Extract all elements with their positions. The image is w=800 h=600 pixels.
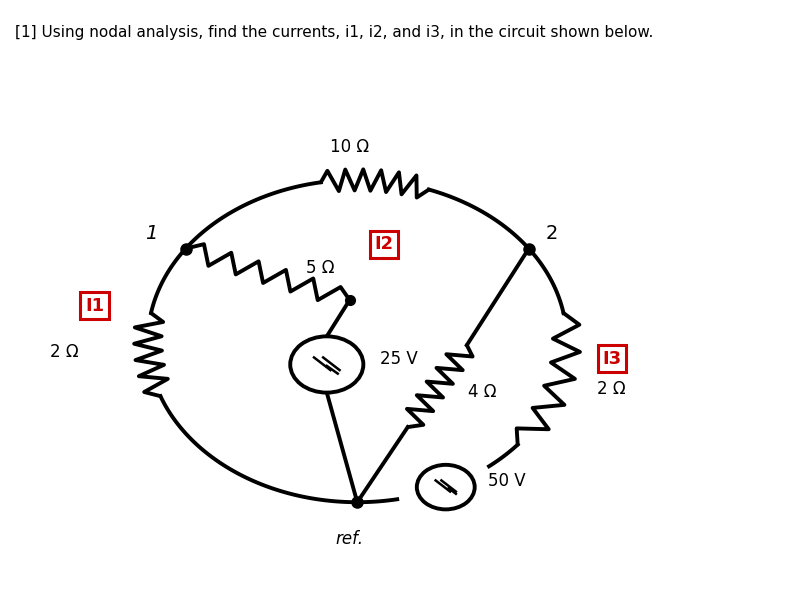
Text: 2 Ω: 2 Ω — [597, 380, 626, 398]
Text: 5 Ω: 5 Ω — [306, 259, 334, 277]
Text: 1: 1 — [146, 224, 158, 244]
Text: 25 V: 25 V — [380, 350, 418, 368]
Circle shape — [417, 465, 474, 509]
Text: ref.: ref. — [336, 530, 364, 548]
Text: 50 V: 50 V — [488, 472, 526, 490]
Text: I1: I1 — [85, 297, 104, 315]
Text: [1] Using nodal analysis, find the currents, i1, i2, and i3, in the circuit show: [1] Using nodal analysis, find the curre… — [14, 25, 653, 40]
Text: 10 Ω: 10 Ω — [330, 139, 369, 157]
Circle shape — [290, 337, 363, 392]
Text: 4 Ω: 4 Ω — [468, 383, 496, 401]
Text: 2 Ω: 2 Ω — [50, 343, 78, 361]
Text: 2: 2 — [546, 224, 558, 244]
Text: I3: I3 — [603, 350, 622, 368]
Text: I2: I2 — [374, 235, 394, 253]
